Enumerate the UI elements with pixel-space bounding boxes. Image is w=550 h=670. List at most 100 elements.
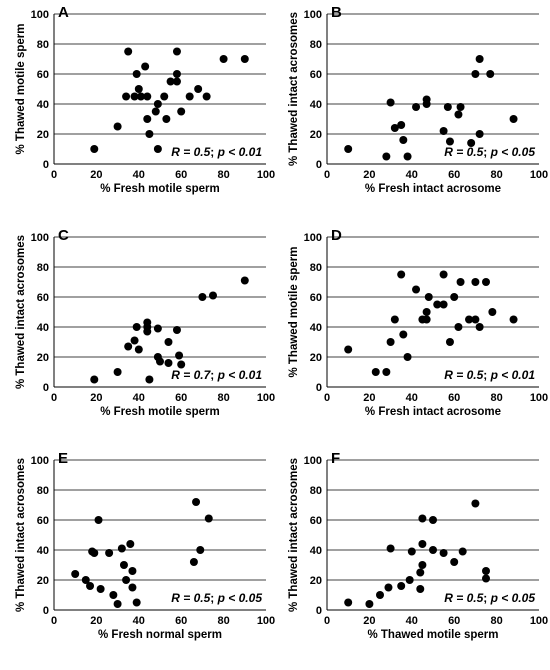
- data-point: [488, 308, 497, 316]
- data-point: [136, 92, 145, 101]
- data-point: [185, 92, 194, 101]
- stats-separator: ;: [210, 368, 217, 382]
- panel-letter: B: [331, 4, 342, 21]
- x-tick-label: 40: [133, 615, 145, 627]
- data-point: [482, 567, 490, 575]
- data-point: [386, 544, 395, 553]
- data-point: [412, 103, 421, 111]
- data-point: [96, 585, 105, 593]
- data-point: [456, 278, 465, 286]
- p-value: p < 0.01: [490, 368, 536, 382]
- y-tick-label: 80: [37, 485, 49, 497]
- y-tick-label: 40: [310, 545, 322, 557]
- data-point: [429, 516, 437, 524]
- panel-f: 0 20 40 60 80 100 0 20 40 60 80 100 % Thawed motile …: [288, 450, 548, 641]
- y-tick-label: 60: [37, 292, 49, 304]
- data-point: [386, 98, 395, 107]
- y-axis-label: % Thawed intact acrosomes: [15, 235, 27, 389]
- y-tick-label: 60: [310, 69, 322, 81]
- data-point: [439, 549, 448, 557]
- data-point: [509, 115, 518, 123]
- y-tick-label: 100: [304, 455, 322, 467]
- y-tick-label: 60: [310, 515, 322, 527]
- data-point: [105, 549, 114, 557]
- data-point: [219, 55, 228, 63]
- y-tick-label: 40: [310, 99, 322, 111]
- y-tick-label: 60: [37, 69, 49, 81]
- data-point: [177, 360, 186, 369]
- data-point: [422, 95, 431, 104]
- panel-letter: C: [58, 227, 69, 244]
- data-point: [122, 92, 131, 101]
- data-point: [475, 323, 484, 331]
- panel-letter: F: [331, 450, 340, 467]
- x-tick-label: 0: [324, 392, 330, 404]
- data-point: [151, 107, 160, 116]
- data-point: [403, 152, 412, 161]
- panel-letter: D: [331, 227, 342, 244]
- x-tick-label: 0: [51, 169, 57, 181]
- data-point: [164, 359, 173, 367]
- x-tick-label: 80: [490, 169, 502, 181]
- x-tick-label: 60: [448, 615, 460, 627]
- data-point: [397, 270, 406, 279]
- stats-annotation: R = 0.7; p < 0.01: [171, 368, 262, 382]
- y-tick-label: 80: [310, 485, 322, 497]
- data-point: [166, 77, 175, 86]
- data-point: [204, 514, 213, 523]
- data-point: [390, 124, 399, 132]
- y-tick-label: 80: [310, 262, 322, 274]
- data-point: [475, 130, 484, 138]
- data-point: [90, 375, 99, 384]
- data-point: [422, 315, 431, 324]
- x-tick-label: 60: [175, 392, 187, 404]
- y-tick-label: 0: [43, 605, 49, 617]
- data-point: [456, 103, 465, 111]
- data-point: [134, 85, 143, 93]
- data-point: [399, 136, 408, 144]
- y-tick-label: 40: [310, 322, 322, 334]
- data-point: [143, 115, 152, 123]
- stats-annotation: R = 0.5; p < 0.05: [444, 591, 535, 605]
- stats-separator: ;: [483, 368, 490, 382]
- y-axis-label: % Thawed motile sperm: [15, 23, 27, 154]
- data-point: [132, 323, 141, 331]
- x-tick-label: 80: [217, 392, 229, 404]
- data-point: [202, 92, 211, 101]
- x-tick-label: 40: [133, 169, 145, 181]
- data-point: [172, 47, 181, 56]
- y-tick-label: 100: [31, 455, 49, 467]
- x-tick-label: 80: [217, 615, 229, 627]
- data-point: [145, 130, 154, 138]
- data-point: [390, 315, 399, 324]
- data-point: [471, 278, 480, 286]
- p-value: p < 0.05: [490, 591, 536, 605]
- data-point: [450, 293, 459, 301]
- x-tick-label: 60: [448, 169, 460, 181]
- data-point: [439, 127, 448, 135]
- stats-annotation: R = 0.5; p < 0.01: [444, 368, 535, 382]
- y-tick-label: 60: [310, 292, 322, 304]
- data-point: [454, 323, 463, 331]
- data-point: [117, 544, 126, 553]
- data-point: [128, 567, 137, 575]
- x-axis-label: % Fresh intact acrosome: [365, 183, 501, 195]
- data-point: [458, 547, 467, 556]
- data-point: [153, 324, 162, 333]
- data-point: [424, 293, 433, 301]
- data-point: [90, 145, 99, 153]
- x-tick-label: 40: [406, 392, 418, 404]
- data-point: [482, 574, 490, 583]
- y-tick-label: 80: [310, 39, 322, 51]
- data-point: [113, 368, 122, 376]
- data-point: [94, 516, 103, 524]
- data-point: [192, 498, 201, 506]
- r-value: R = 0.7: [171, 368, 211, 382]
- data-point: [344, 145, 353, 153]
- data-point: [344, 598, 353, 607]
- x-axis-label: % Fresh intact acrosome: [365, 406, 501, 418]
- y-tick-label: 20: [310, 129, 322, 141]
- data-point: [471, 70, 480, 78]
- data-point: [153, 100, 162, 108]
